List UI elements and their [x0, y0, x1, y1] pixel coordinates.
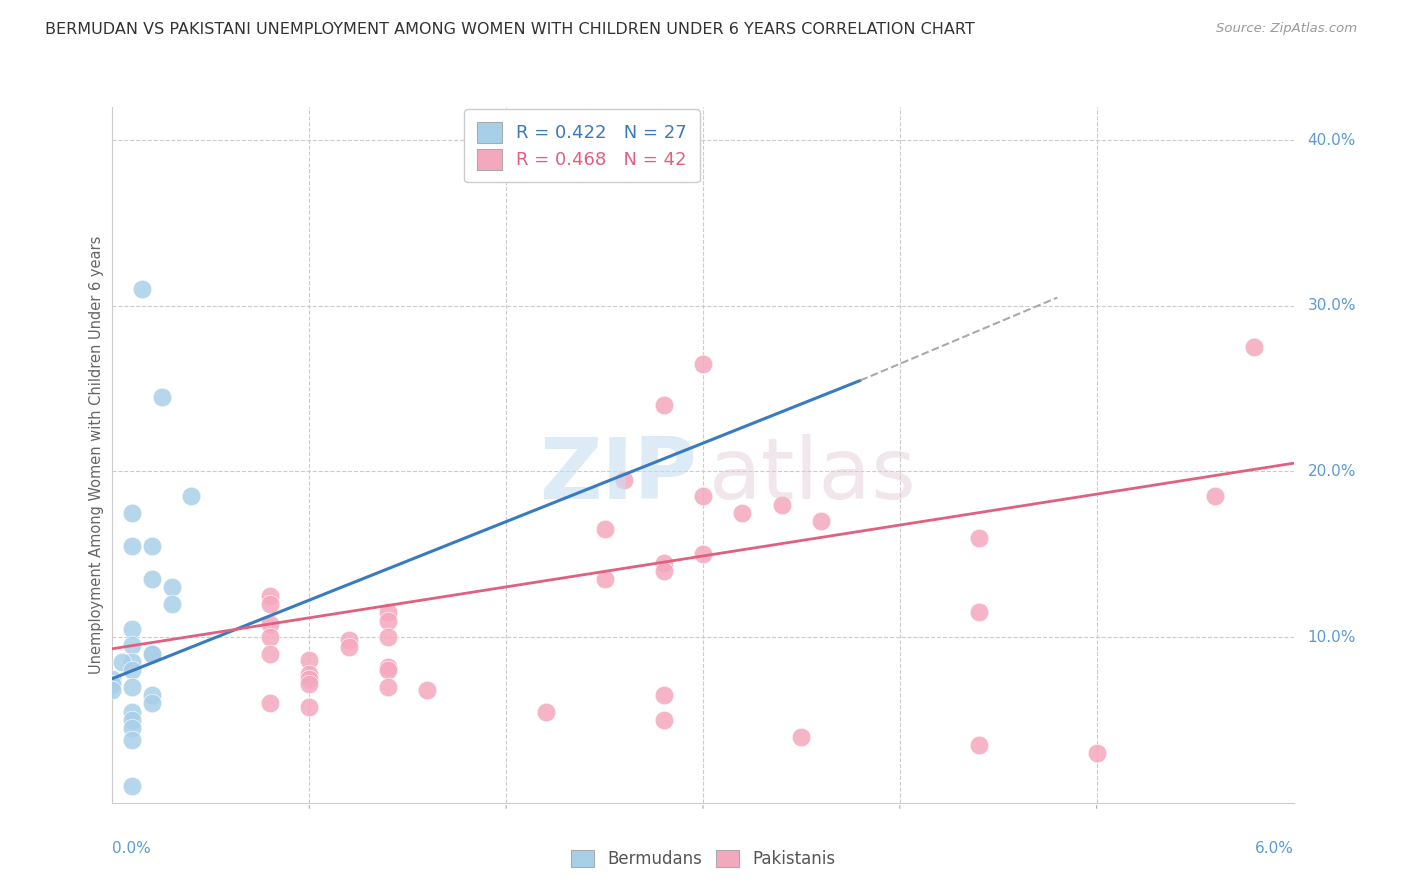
Point [259, 697, 281, 711]
Point [652, 688, 675, 702]
Point [298, 699, 321, 714]
Point [121, 732, 143, 747]
Text: 40.0%: 40.0% [1308, 133, 1355, 148]
Point [377, 605, 399, 619]
Text: Source: ZipAtlas.com: Source: ZipAtlas.com [1216, 22, 1357, 36]
Point [652, 713, 675, 727]
Point [692, 547, 714, 561]
Point [121, 713, 143, 727]
Point [337, 633, 360, 648]
Point [416, 683, 439, 698]
Point [593, 572, 616, 586]
Point [1204, 489, 1226, 503]
Point [121, 639, 143, 653]
Point [298, 666, 321, 681]
Point [810, 514, 832, 528]
Point [141, 647, 163, 661]
Point [259, 630, 281, 644]
Legend: Bermudans, Pakistanis: Bermudans, Pakistanis [564, 843, 842, 875]
Point [111, 655, 134, 669]
Point [731, 506, 754, 520]
Point [259, 647, 281, 661]
Point [121, 506, 143, 520]
Text: 20.0%: 20.0% [1308, 464, 1355, 479]
Point [160, 597, 183, 611]
Point [377, 663, 399, 677]
Point [967, 738, 990, 752]
Point [180, 489, 202, 503]
Text: 10.0%: 10.0% [1308, 630, 1355, 645]
Point [121, 655, 143, 669]
Point [298, 672, 321, 686]
Point [259, 597, 281, 611]
Point [121, 680, 143, 694]
Point [160, 581, 183, 595]
Point [377, 680, 399, 694]
Text: ZIP: ZIP [540, 434, 697, 517]
Point [692, 489, 714, 503]
Point [652, 398, 675, 412]
Point [141, 539, 163, 553]
Point [298, 676, 321, 690]
Point [141, 647, 163, 661]
Point [770, 498, 793, 512]
Point [790, 730, 813, 744]
Point [1085, 746, 1108, 760]
Point [652, 556, 675, 570]
Point [377, 660, 399, 674]
Point [121, 539, 143, 553]
Point [121, 779, 143, 793]
Point [121, 721, 143, 735]
Point [141, 688, 163, 702]
Legend: R = 0.422   N = 27, R = 0.468   N = 42: R = 0.422 N = 27, R = 0.468 N = 42 [464, 109, 700, 183]
Point [692, 357, 714, 371]
Point [377, 614, 399, 628]
Point [337, 640, 360, 654]
Point [593, 523, 616, 537]
Point [534, 705, 557, 719]
Point [1243, 340, 1265, 354]
Point [613, 473, 636, 487]
Point [967, 531, 990, 545]
Y-axis label: Unemployment Among Women with Children Under 6 years: Unemployment Among Women with Children U… [89, 235, 104, 674]
Text: 0.0%: 0.0% [112, 841, 152, 856]
Point [121, 622, 143, 636]
Point [101, 683, 124, 698]
Point [298, 653, 321, 667]
Text: 30.0%: 30.0% [1308, 298, 1357, 313]
Point [141, 697, 163, 711]
Point [121, 705, 143, 719]
Point [150, 390, 173, 404]
Text: 6.0%: 6.0% [1254, 841, 1294, 856]
Text: atlas: atlas [709, 434, 917, 517]
Point [101, 672, 124, 686]
Point [259, 616, 281, 631]
Text: BERMUDAN VS PAKISTANI UNEMPLOYMENT AMONG WOMEN WITH CHILDREN UNDER 6 YEARS CORRE: BERMUDAN VS PAKISTANI UNEMPLOYMENT AMONG… [45, 22, 974, 37]
Point [101, 676, 124, 690]
Point [131, 282, 153, 296]
Point [259, 589, 281, 603]
Point [121, 663, 143, 677]
Point [377, 630, 399, 644]
Point [652, 564, 675, 578]
Point [141, 572, 163, 586]
Point [967, 605, 990, 619]
